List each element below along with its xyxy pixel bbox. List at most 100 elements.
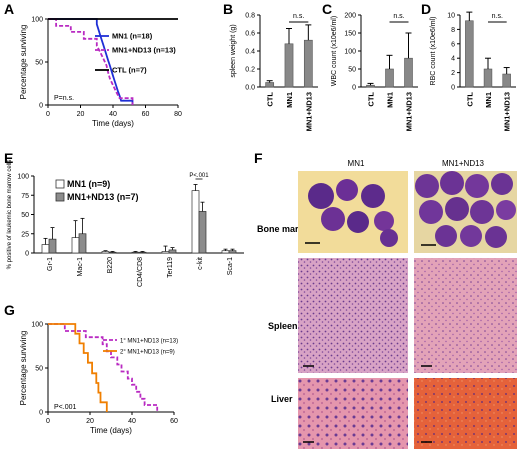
x-tick-label: MN1 [484, 92, 493, 108]
legend-label-2: 2° MN1+ND13 (n=9) [120, 350, 175, 356]
bar-gr-1-series-1 [41, 244, 50, 254]
bar-ctl [366, 84, 375, 88]
survival-chart-a: 0 20 40 60 80 0 50 100 Time (days) Percentage sur… [19, 17, 182, 129]
histology-col-header-mn1nd13: MN1+ND13 [442, 159, 485, 168]
bar-ctl [265, 82, 275, 88]
x-tick-label: CD4/CD8 [137, 257, 144, 287]
y-tick-label: 0.8 [245, 13, 255, 20]
y-tick-label: 50 [21, 212, 29, 219]
y-tick-label: 100 [31, 17, 43, 24]
y-tick-label: 200 [344, 13, 356, 20]
x-tick-label: CTL [367, 92, 376, 107]
bar-mac-1-series-2 [78, 233, 87, 254]
survival-curve-2 [48, 323, 108, 412]
y-tick-label: 0.2 [245, 67, 255, 74]
micrograph-spleen-mn1 [298, 258, 408, 373]
significance-label: n.s. [492, 13, 503, 20]
x-tick-label: 40 [109, 111, 117, 118]
micrograph-spleen-mn1nd13 [414, 258, 517, 373]
bar-cd4-cd8-series-2 [138, 251, 147, 254]
bar-mn1 [483, 68, 493, 88]
bar-c-kit-series-1 [191, 190, 200, 254]
bar-chart-wbc: 0 50 100 150 200 WBC count (x10e6/ml) CTL MN1 MN… [331, 13, 418, 131]
legend-label-1: MN1 (n=9) [67, 179, 110, 189]
bar-mn1 [385, 68, 394, 88]
legend-label-3: CTL (n=7) [112, 66, 147, 75]
micrograph-bone-marrow-mn1 [298, 171, 408, 253]
y-tick-label: 2 [451, 70, 455, 77]
panel-label-f: F [254, 150, 263, 166]
y-tick-label: 100 [344, 49, 356, 56]
significance-label: P<.001 [189, 173, 209, 179]
x-tick-label: Sca-1 [227, 257, 234, 275]
bar-mn1-nd13 [404, 57, 413, 88]
y-tick-label: 0 [39, 410, 43, 417]
x-tick-label: 20 [86, 418, 94, 425]
survival-curve-1 [48, 323, 159, 412]
x-tick-label: Mac-1 [77, 257, 84, 277]
x-tick-label: MN1+ND13 [503, 92, 512, 131]
x-tick-label: 0 [46, 418, 50, 425]
y-tick-label: 6 [451, 41, 455, 48]
x-tick-label: c-kit [197, 257, 204, 270]
y-tick-label: 0 [451, 85, 455, 92]
y-tick-label: 100 [31, 322, 43, 329]
x-axis-title: Time (days) [92, 119, 134, 128]
p-value-annotation: P=n.s. [54, 95, 74, 102]
x-tick-label: MN1+ND13 [304, 92, 313, 131]
histology-col-header-mn1: MN1 [348, 159, 365, 168]
x-tick-label: Gr-1 [47, 257, 54, 271]
x-tick-label: Ter119 [167, 257, 174, 278]
bar-gr-1-series-2 [48, 238, 57, 254]
bar-chart-rbc: 0 2 4 6 8 10 RBC count (x10e6/ml) CTL MN1 MN1+ND1… [430, 11, 516, 131]
y-axis-title: Percentage surviving [19, 25, 28, 100]
bar-chart-immunophenotype: 0 25 50 75 100 % positive of leukemic bone ma… [7, 160, 244, 287]
panel-label-g: G [4, 302, 15, 318]
histology-row-label-bone-marrow: Bone marrow [257, 224, 316, 234]
y-axis-title: spleen weight (g) [230, 24, 237, 77]
y-tick-label: 0.4 [245, 49, 255, 56]
bar-b220-series-2 [108, 251, 117, 254]
legend-label-1: 1° MN1+ND13 (n=13) [120, 339, 178, 345]
y-tick-label: 150 [344, 31, 356, 38]
x-tick-label: MN1 [386, 92, 395, 108]
y-tick-label: 4 [451, 56, 455, 63]
x-tick-label: CTL [465, 92, 474, 107]
y-tick-label: 50 [348, 67, 356, 74]
bar-cd4-cd8-series-1 [131, 251, 140, 254]
significance-label: n.s. [293, 13, 304, 20]
significance-label: n.s. [393, 13, 404, 20]
x-tick-label: 20 [77, 111, 85, 118]
micrograph-bone-marrow-mn1nd13 [414, 171, 517, 253]
micrograph-liver-mn1 [298, 378, 408, 449]
y-tick-label: 0.6 [245, 31, 255, 38]
histology-row-label-spleen: Spleen [268, 321, 298, 331]
survival-curve-2 [48, 18, 134, 105]
y-axis-title: % positive of leukemic bone marrow cells [7, 160, 13, 270]
y-tick-label: 8 [451, 27, 455, 34]
panel-label-a: A [4, 1, 14, 17]
x-tick-label: 40 [128, 418, 136, 425]
bar-chart-spleen-weight: 0.0 0.2 0.4 0.6 0.8 spleen weight (g) CTL MN1 MN… [230, 13, 318, 131]
y-tick-label: 0 [25, 251, 29, 258]
survival-curve-1 [48, 18, 134, 105]
survival-chart-g: 0 20 40 60 0 50 100 Time (days) Percentage survi… [19, 322, 178, 436]
x-tick-label: 60 [142, 111, 150, 118]
y-axis-title: Percentage surviving [19, 331, 28, 406]
y-tick-label: 50 [35, 60, 43, 67]
bar-sca-1-series-1 [221, 250, 230, 254]
micrograph-liver-mn1nd13 [414, 378, 517, 449]
bar-ter119-series-1 [161, 251, 170, 254]
x-tick-label: 60 [170, 418, 178, 425]
x-tick-label: MN1 [285, 92, 294, 108]
bar-c-kit-series-2 [198, 211, 207, 254]
panel-label-d: D [421, 1, 431, 17]
y-tick-label: 0.0 [245, 85, 255, 92]
legend-label-2: MN1+ND13 (n=7) [67, 192, 139, 202]
y-tick-label: 0 [352, 85, 356, 92]
bar-mac-1-series-1 [71, 237, 80, 254]
legend-swatch-2 [55, 192, 65, 202]
bar-ter119-series-2 [168, 249, 177, 254]
y-tick-label: 75 [21, 193, 29, 200]
